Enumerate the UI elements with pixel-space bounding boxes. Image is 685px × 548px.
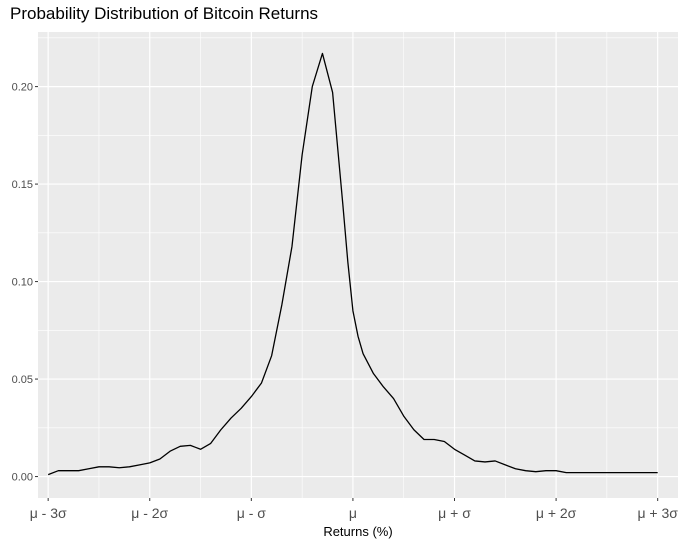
x-tick-label: μ - σ: [237, 505, 267, 521]
x-tick-label: μ + 2σ: [536, 505, 577, 521]
x-tick-label: μ - 3σ: [30, 505, 67, 521]
y-tick-label: 0.20: [12, 82, 33, 94]
y-tick-label: 0.00: [12, 472, 33, 484]
density-line-0: [47, 52, 658, 476]
x-tick-label: μ + 3σ: [637, 505, 678, 521]
y-tick-label: 0.05: [12, 374, 33, 386]
y-tick-label: 0.15: [12, 179, 33, 191]
x-tick-label: μ + σ: [438, 505, 471, 521]
plot-panel: [38, 32, 678, 498]
x-axis-title: Returns (%): [323, 524, 392, 539]
x-tick-label: μ - 2σ: [131, 505, 168, 521]
chart-title: Probability Distribution of Bitcoin Retu…: [10, 4, 319, 23]
x-tick-label: μ: [349, 505, 357, 521]
y-tick-label: 0.10: [12, 277, 33, 289]
